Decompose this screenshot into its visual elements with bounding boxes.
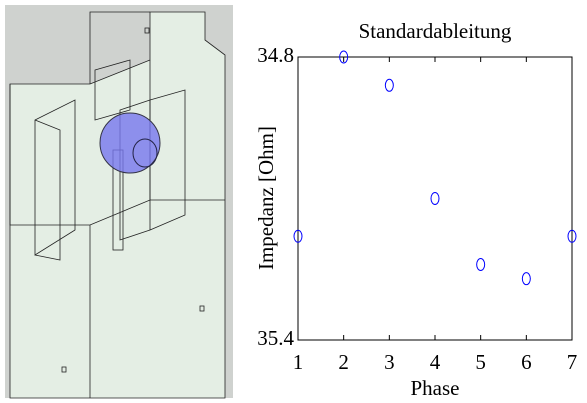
x-tick-label: 3 xyxy=(384,350,395,374)
data-point xyxy=(385,79,393,91)
x-tick-label: 7 xyxy=(567,350,578,374)
model-render xyxy=(5,5,233,398)
plot-frame xyxy=(298,57,572,340)
x-axis-label: Phase xyxy=(411,376,460,400)
x-tick-label: 6 xyxy=(521,350,532,374)
x-tick-label: 2 xyxy=(338,350,349,374)
chart-title: Standardableitung xyxy=(359,19,512,43)
data-point xyxy=(431,193,439,205)
y-axis-label: Impedanz [Ohm] xyxy=(254,126,278,270)
y-tick-label: 35.4 xyxy=(257,326,294,350)
x-tick-label: 4 xyxy=(430,350,441,374)
x-tick-label: 5 xyxy=(475,350,486,374)
page: Standardableitung Phase Impedanz [Ohm] 3… xyxy=(0,0,587,403)
data-point xyxy=(522,273,530,285)
sphere xyxy=(100,113,160,173)
data-point xyxy=(477,259,485,271)
x-tick-label: 1 xyxy=(293,350,304,374)
y-tick-label: 34.8 xyxy=(257,43,294,67)
